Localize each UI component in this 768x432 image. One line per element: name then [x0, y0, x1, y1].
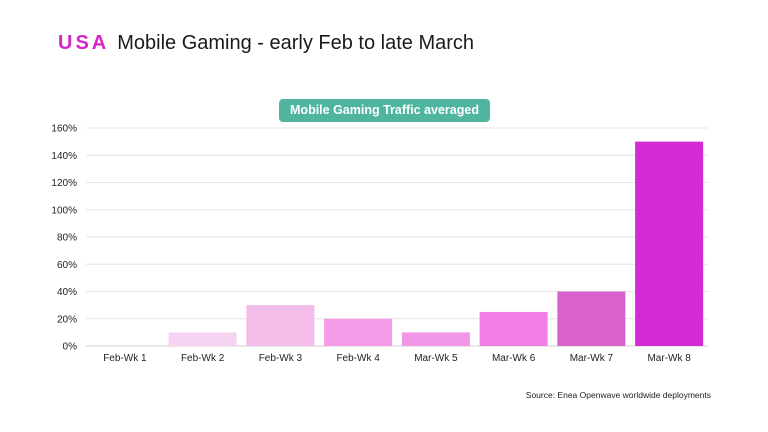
y-tick-label: 0%	[63, 342, 78, 353]
y-tick-label: 160%	[51, 124, 77, 135]
x-tick-label: Mar-Wk 8	[647, 353, 691, 364]
x-tick-label: Mar-Wk 7	[570, 353, 614, 364]
x-tick-label: Mar-Wk 6	[492, 353, 536, 364]
bar	[168, 332, 237, 346]
x-tick-label: Feb-Wk 2	[181, 353, 225, 364]
bar	[557, 291, 626, 346]
y-tick-label: 60%	[57, 260, 77, 271]
title-text: Mobile Gaming - early Feb to late March	[117, 32, 475, 54]
x-axis: Feb-Wk 1 Feb-Wk 2 Feb-Wk 3 Feb-Wk 4 Mar-Wk 5…	[103, 353, 691, 364]
chart-title-badge: Mobile Gaming Traffic averaged	[279, 99, 490, 122]
bar	[246, 305, 315, 346]
bar	[635, 141, 704, 346]
y-tick-label: 20%	[57, 314, 77, 325]
x-tick-label: Feb-Wk 3	[259, 353, 303, 364]
bar	[479, 311, 548, 346]
bar	[324, 318, 393, 346]
y-tick-label: 120%	[51, 178, 77, 189]
y-tick-label: 40%	[57, 287, 77, 298]
bar	[401, 332, 470, 346]
country-label: USA	[58, 32, 110, 54]
x-tick-label: Feb-Wk 1	[103, 353, 147, 364]
y-tick-label: 140%	[51, 151, 77, 162]
page-title: USA Mobile Gaming - early Feb to late Mar…	[58, 32, 474, 55]
source-note: Source: Enea Openwave worldwide deployme…	[525, 390, 711, 400]
y-tick-label: 100%	[51, 205, 77, 216]
bars	[168, 141, 704, 346]
y-axis: 0% 20% 40% 60% 80% 100% 120% 140% 160%	[51, 124, 77, 353]
y-tick-label: 80%	[57, 233, 77, 244]
x-tick-label: Mar-Wk 5	[414, 353, 458, 364]
x-tick-label: Feb-Wk 4	[336, 353, 380, 364]
